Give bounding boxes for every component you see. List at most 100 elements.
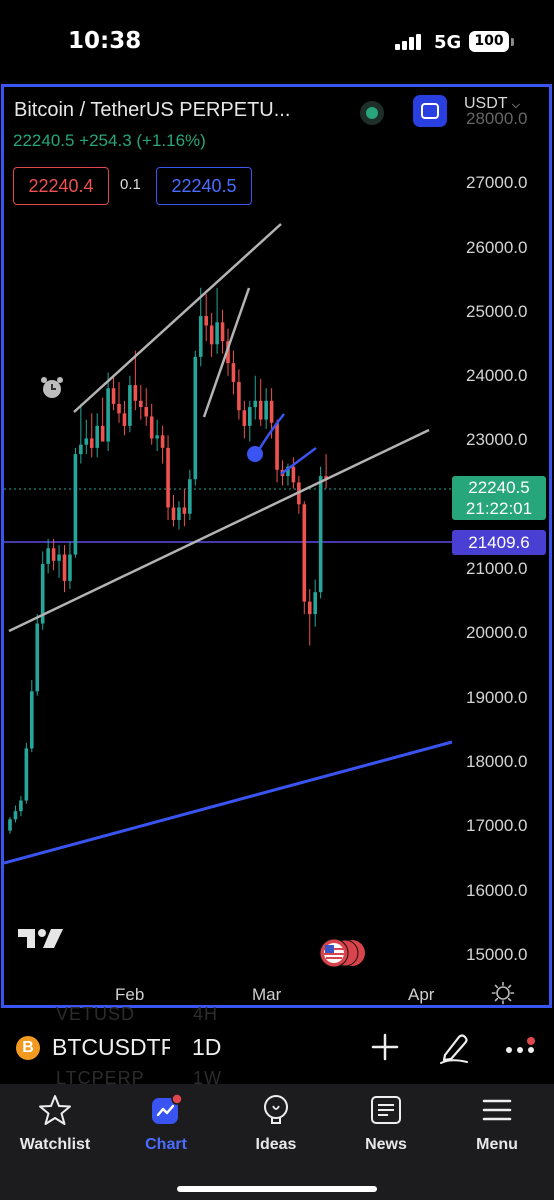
- currency-label: USDT: [464, 95, 508, 112]
- tab-label: Chart: [145, 1136, 187, 1153]
- y-axis-label: 23000.0: [466, 430, 528, 449]
- status-bar: 10:38 5G 100: [0, 0, 554, 80]
- add-indicator-icon[interactable]: [368, 1030, 402, 1064]
- tab-watchlist[interactable]: Watchlist: [5, 1092, 105, 1154]
- chart-settings-icon[interactable]: [491, 981, 515, 1005]
- x-axis-label-apr: Apr: [408, 985, 435, 1004]
- candle-body: [122, 413, 127, 426]
- candle-body: [171, 507, 176, 521]
- candle-body: [111, 388, 116, 404]
- candle-body: [188, 479, 192, 514]
- candle-body: [128, 385, 132, 426]
- candle-body: [231, 363, 236, 382]
- candle-body: [237, 381, 241, 411]
- ghost-symbol-bottom: LTCPERP: [56, 1068, 145, 1088]
- currency-selector[interactable]: USDT ⌵: [464, 95, 520, 113]
- symbol-selector[interactable]: BTCUSDTPERP: [52, 1034, 170, 1060]
- tab-bar: Watchlist Chart Ideas News Me: [0, 1084, 554, 1200]
- candle-body: [286, 466, 290, 477]
- tab-label: News: [365, 1136, 407, 1153]
- y-axis-label: 27000.0: [466, 173, 528, 192]
- tab-news[interactable]: News: [336, 1092, 436, 1154]
- candle-body: [275, 422, 279, 470]
- y-axis-label: 21000.0: [466, 559, 528, 578]
- tab-menu[interactable]: Menu: [447, 1092, 547, 1154]
- buy-button[interactable]: 22240.5: [156, 167, 252, 205]
- x-axis-label-feb: Feb: [115, 985, 145, 1004]
- candle-body: [144, 407, 149, 417]
- candle-body: [79, 444, 83, 455]
- trendline-blue-short: [280, 446, 317, 476]
- horizontal-line-tag: 21409.6: [452, 530, 546, 555]
- candle-body: [139, 400, 143, 408]
- candle-body: [242, 410, 247, 426]
- candle-body: [248, 407, 252, 426]
- candle-body: [204, 316, 208, 326]
- candle-body: [269, 400, 274, 423]
- star-icon: [39, 1095, 71, 1125]
- y-axis-label: 17000.0: [466, 816, 528, 835]
- candle-body: [177, 507, 181, 521]
- y-axis-label: 28000.0: [466, 109, 528, 128]
- alert-clock-icon[interactable]: [40, 376, 64, 400]
- tab-chart[interactable]: Chart: [116, 1092, 216, 1154]
- price-chart[interactable]: [4, 87, 549, 1005]
- symbol-title[interactable]: Bitcoin / TetherUS PERPETU...: [14, 99, 291, 121]
- symbol-bar: B BTCUSDTPERP 1D: [0, 1020, 554, 1076]
- more-options-icon[interactable]: [503, 1030, 537, 1064]
- candle-body: [166, 447, 170, 508]
- tab-ideas[interactable]: Ideas: [226, 1092, 326, 1154]
- candle-body: [133, 385, 138, 401]
- trendline-upper: [73, 223, 282, 413]
- candle-body: [160, 435, 165, 448]
- candle-body: [8, 819, 12, 831]
- candle-body: [100, 425, 105, 442]
- candle-body: [35, 623, 40, 692]
- candle-body: [40, 563, 45, 624]
- candle-body: [182, 507, 187, 514]
- ghost-symbol-top: VETUSD: [56, 1004, 136, 1024]
- candle-body: [106, 388, 110, 442]
- candle-body: [24, 748, 29, 801]
- candle-body: [117, 403, 121, 414]
- trendline-wedge: [202, 287, 251, 418]
- tradingview-logo-icon: [18, 929, 63, 948]
- candle-body: [307, 601, 312, 615]
- bar-countdown: 21:22:01: [465, 499, 533, 518]
- fullscreen-button[interactable]: [413, 95, 447, 127]
- menu-icon: [482, 1099, 512, 1121]
- spread-value: 0.1: [120, 176, 141, 193]
- trendline-lower: [8, 428, 430, 633]
- chart-panel[interactable]: Bitcoin / TetherUS PERPETU... USDT ⌵ 222…: [1, 84, 552, 1008]
- candle-body: [253, 400, 258, 408]
- candle-body: [258, 400, 263, 420]
- candle-body: [220, 322, 225, 342]
- ghost-interval-bottom: 1W: [193, 1068, 222, 1088]
- candle-body: [155, 435, 159, 439]
- candle-body: [291, 466, 296, 483]
- candle-body: [313, 592, 317, 615]
- drawing-anchor: [247, 446, 263, 462]
- candle-body: [51, 548, 56, 561]
- candle-body: [193, 356, 198, 480]
- battery-nub: [511, 38, 514, 46]
- tab-label: Ideas: [255, 1136, 297, 1153]
- candle-body: [89, 438, 94, 448]
- y-axis-label: 25000.0: [466, 302, 528, 321]
- interval-selector[interactable]: 1D: [192, 1034, 222, 1060]
- status-time: 10:38: [68, 28, 142, 54]
- candle-body: [84, 438, 89, 445]
- x-axis-label-mar: Mar: [252, 985, 282, 1004]
- candle-body: [209, 325, 214, 345]
- chart-icon: [152, 1093, 183, 1124]
- drawing-tools-icon[interactable]: [437, 1029, 471, 1065]
- bitcoin-icon: B: [16, 1036, 40, 1060]
- economic-event-flag-icon[interactable]: [318, 937, 368, 969]
- candle-body: [57, 554, 61, 561]
- sell-button[interactable]: 22240.4: [13, 167, 109, 205]
- y-axis-label: 18000.0: [466, 752, 528, 771]
- candle-body: [264, 400, 268, 420]
- last-price-value: 22240.5: [468, 478, 530, 497]
- candle-body: [198, 316, 203, 357]
- fullscreen-icon: [421, 103, 439, 119]
